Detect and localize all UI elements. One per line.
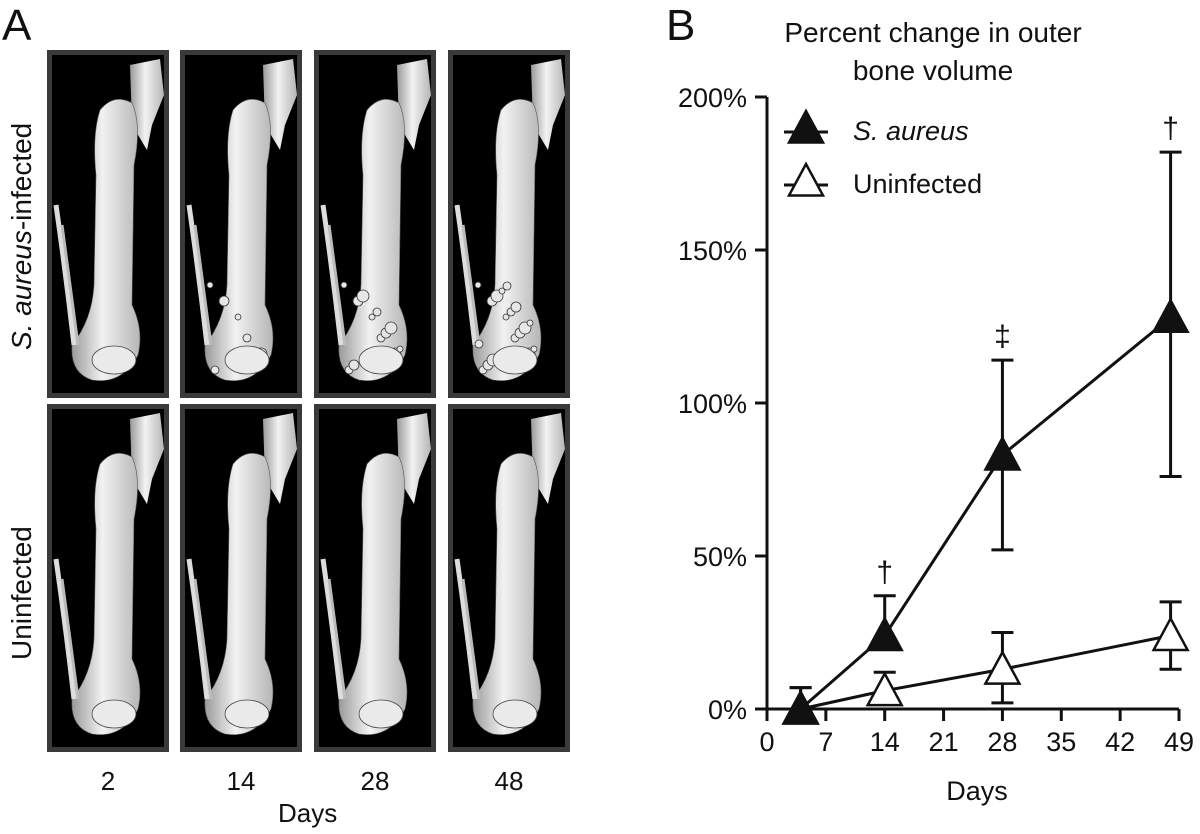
x-tick-label-35: 35 bbox=[1046, 727, 1076, 757]
panel-a-letter: A bbox=[2, 1, 32, 50]
x-tick-label-7: 7 bbox=[818, 727, 833, 757]
uninfected-point-48 bbox=[1151, 615, 1190, 652]
x-tick-label-28: 28 bbox=[987, 727, 1017, 757]
significance-mark-28: ‡ bbox=[994, 320, 1011, 353]
panel-a-xlabel: Days bbox=[278, 798, 338, 828]
infected-point-4 bbox=[781, 689, 820, 725]
row-label-uninfected: Uninfected bbox=[6, 526, 37, 660]
infected-bone-image-2 bbox=[180, 50, 302, 398]
uninfected-series-line bbox=[800, 634, 1171, 711]
legend-label-uninfected: Uninfected bbox=[853, 169, 982, 199]
y-tick-label-100: 100% bbox=[678, 389, 747, 419]
uninfected-bone-image-2 bbox=[180, 404, 302, 752]
uninfected-bone-image-1 bbox=[47, 404, 169, 752]
uninfected-bone-image-3 bbox=[314, 404, 436, 752]
panel-b-letter: B bbox=[666, 1, 696, 50]
day-label-48: 48 bbox=[494, 766, 524, 796]
day-label-14: 14 bbox=[226, 766, 256, 796]
y-tick-label-0: 0% bbox=[708, 695, 747, 725]
row-label-infected: S. aureus-infected bbox=[6, 122, 37, 350]
infected-bone-image-4 bbox=[448, 50, 570, 398]
y-tick-label-200: 200% bbox=[678, 83, 747, 113]
infected-point-28 bbox=[983, 435, 1022, 471]
x-tick-label-0: 0 bbox=[759, 727, 774, 757]
legend-marker-uninfected bbox=[786, 161, 826, 197]
significance-mark-48: † bbox=[1162, 112, 1179, 145]
significance-mark-14: † bbox=[876, 556, 893, 589]
x-axis-label: Days bbox=[946, 776, 1008, 806]
chart-title-line-2: bone volume bbox=[853, 55, 1013, 86]
y-tick-label-150: 150% bbox=[678, 236, 747, 266]
infected-series-line bbox=[799, 316, 1172, 711]
legend-marker-infected bbox=[786, 108, 826, 144]
uninfected-bone-image-4 bbox=[448, 404, 570, 752]
infected-bone-image-3 bbox=[314, 50, 436, 398]
x-tick-label-49: 49 bbox=[1164, 727, 1194, 757]
infected-bone-image-1 bbox=[47, 50, 169, 398]
x-tick-label-14: 14 bbox=[870, 727, 900, 757]
y-tick-label-50: 50% bbox=[693, 542, 747, 572]
uninfected-point-28 bbox=[983, 649, 1022, 685]
x-tick-label-21: 21 bbox=[929, 727, 959, 757]
legend-label-infected: S. aureus bbox=[853, 116, 969, 146]
chart-title-line-1: Percent change in outer bbox=[784, 17, 1081, 48]
uninfected-point-14 bbox=[865, 671, 904, 707]
infected-point-48 bbox=[1151, 297, 1190, 334]
day-label-28: 28 bbox=[360, 766, 390, 796]
line-chart: Percent change in outer bone volume 0% 50% 1… bbox=[678, 17, 1194, 806]
infected-point-14 bbox=[865, 615, 904, 652]
day-label-2: 2 bbox=[100, 766, 116, 796]
x-tick-label-42: 42 bbox=[1105, 727, 1135, 757]
